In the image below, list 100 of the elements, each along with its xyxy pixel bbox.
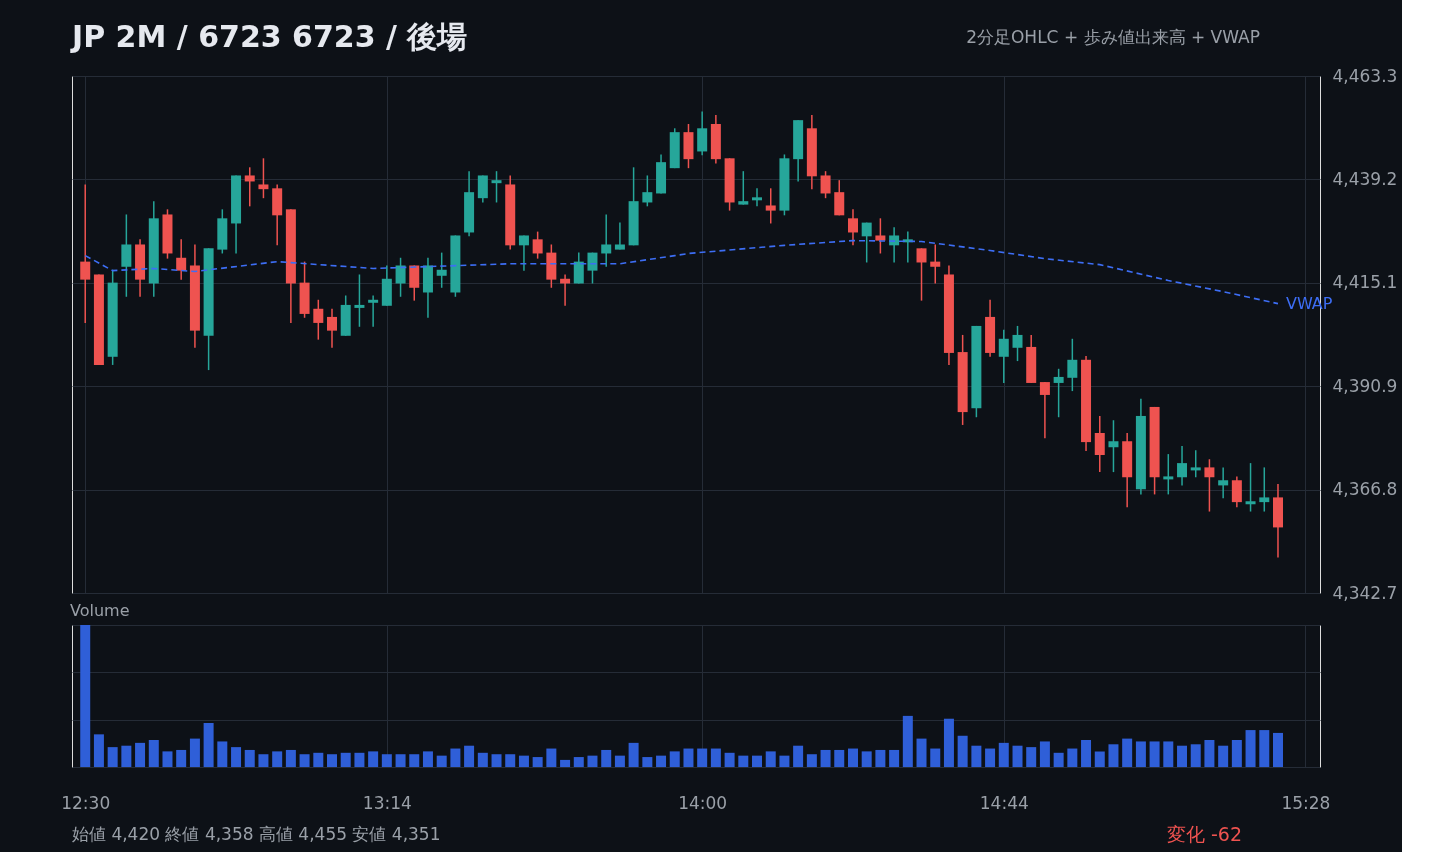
bar [189,738,200,767]
candlestick [518,234,529,272]
bar [1094,751,1105,767]
bar [1081,740,1092,767]
bar [998,742,1009,767]
candlestick [916,247,927,302]
candlestick [395,257,406,298]
candlestick [1218,466,1229,500]
bar [518,755,529,767]
x-tick-label: 14:00 [678,792,728,813]
bar [381,754,392,767]
bar [1231,740,1242,767]
bar [1122,738,1133,767]
text: 始値 4,420 終値 4,358 高値 4,455 安値 4,351 [72,824,441,844]
candlestick [930,243,941,285]
candlestick [738,170,749,206]
bar [601,749,612,767]
bar [573,757,584,767]
bar [148,740,159,767]
candlestick [532,230,543,260]
bar [779,755,790,767]
bar [368,751,379,767]
bar [669,751,680,767]
candlestick [1039,381,1050,439]
bar [793,745,804,767]
bar [272,751,283,767]
bar [1204,740,1215,767]
candlestick [1245,462,1256,513]
chart-subtitle: 2分足OHLC + 歩み値出来高 + VWAP [966,27,1260,47]
candlestick [1204,458,1215,513]
bar [244,749,255,767]
bar [656,755,667,767]
bar [614,755,625,767]
y-tick-label: 4,390.9 [1332,375,1398,396]
candlestick [409,264,420,302]
bar [861,751,872,767]
bar [532,757,543,767]
bar [916,738,927,767]
bar [752,755,762,767]
candlestick [1067,338,1078,392]
bar [505,754,516,767]
bar [436,755,447,767]
candlestick [697,110,708,157]
chart-title: Volume [70,601,130,620]
candlestick [354,273,365,328]
bar [354,752,365,767]
candlestick [614,221,625,251]
candlestick [1231,475,1242,509]
candlestick [1094,415,1105,473]
candlestick [327,308,337,349]
bar [642,757,653,767]
bar [806,754,817,767]
bar [1039,741,1050,767]
candlestick [573,251,584,285]
bar [176,749,187,767]
bar [820,749,831,767]
y-tick-label: 4,342.7 [1332,582,1398,603]
candlestick [176,238,187,281]
bar [1149,741,1160,767]
bar [902,715,913,767]
bar [450,748,461,767]
candlestick [1053,368,1064,418]
y-tick-label: 4,366.8 [1332,479,1398,500]
bar [491,754,502,767]
bar [943,718,954,767]
bar [340,752,351,767]
bar [738,755,749,767]
bar [1108,744,1119,767]
candlestick [258,157,269,199]
bar [327,754,337,767]
bar [121,745,132,767]
candlestick [1177,445,1188,487]
candlestick [820,170,831,199]
chart-title: JP 2M / 6723 6723 / 後場 [70,19,468,54]
bar [477,752,488,767]
bar [1190,744,1201,767]
bar [697,748,708,767]
bar [683,748,694,767]
bar [1272,732,1283,767]
bar [765,751,776,767]
bar [957,735,968,767]
candlestick [244,166,255,208]
bar [258,754,269,767]
bar [971,745,982,767]
bar [299,754,310,767]
bar [985,748,996,767]
candlestick [1163,453,1174,496]
bar [1012,745,1023,767]
bar [710,748,721,767]
bar [80,625,91,767]
candlestick [847,208,858,247]
bar [1245,730,1256,767]
x-tick-label: 12:30 [61,792,111,813]
bar [395,754,406,767]
bar [313,752,324,767]
bar [107,747,118,767]
candlestick [436,251,447,289]
candlestick [642,174,653,208]
text: 変化 -62 [1166,823,1242,845]
bar [724,752,735,767]
